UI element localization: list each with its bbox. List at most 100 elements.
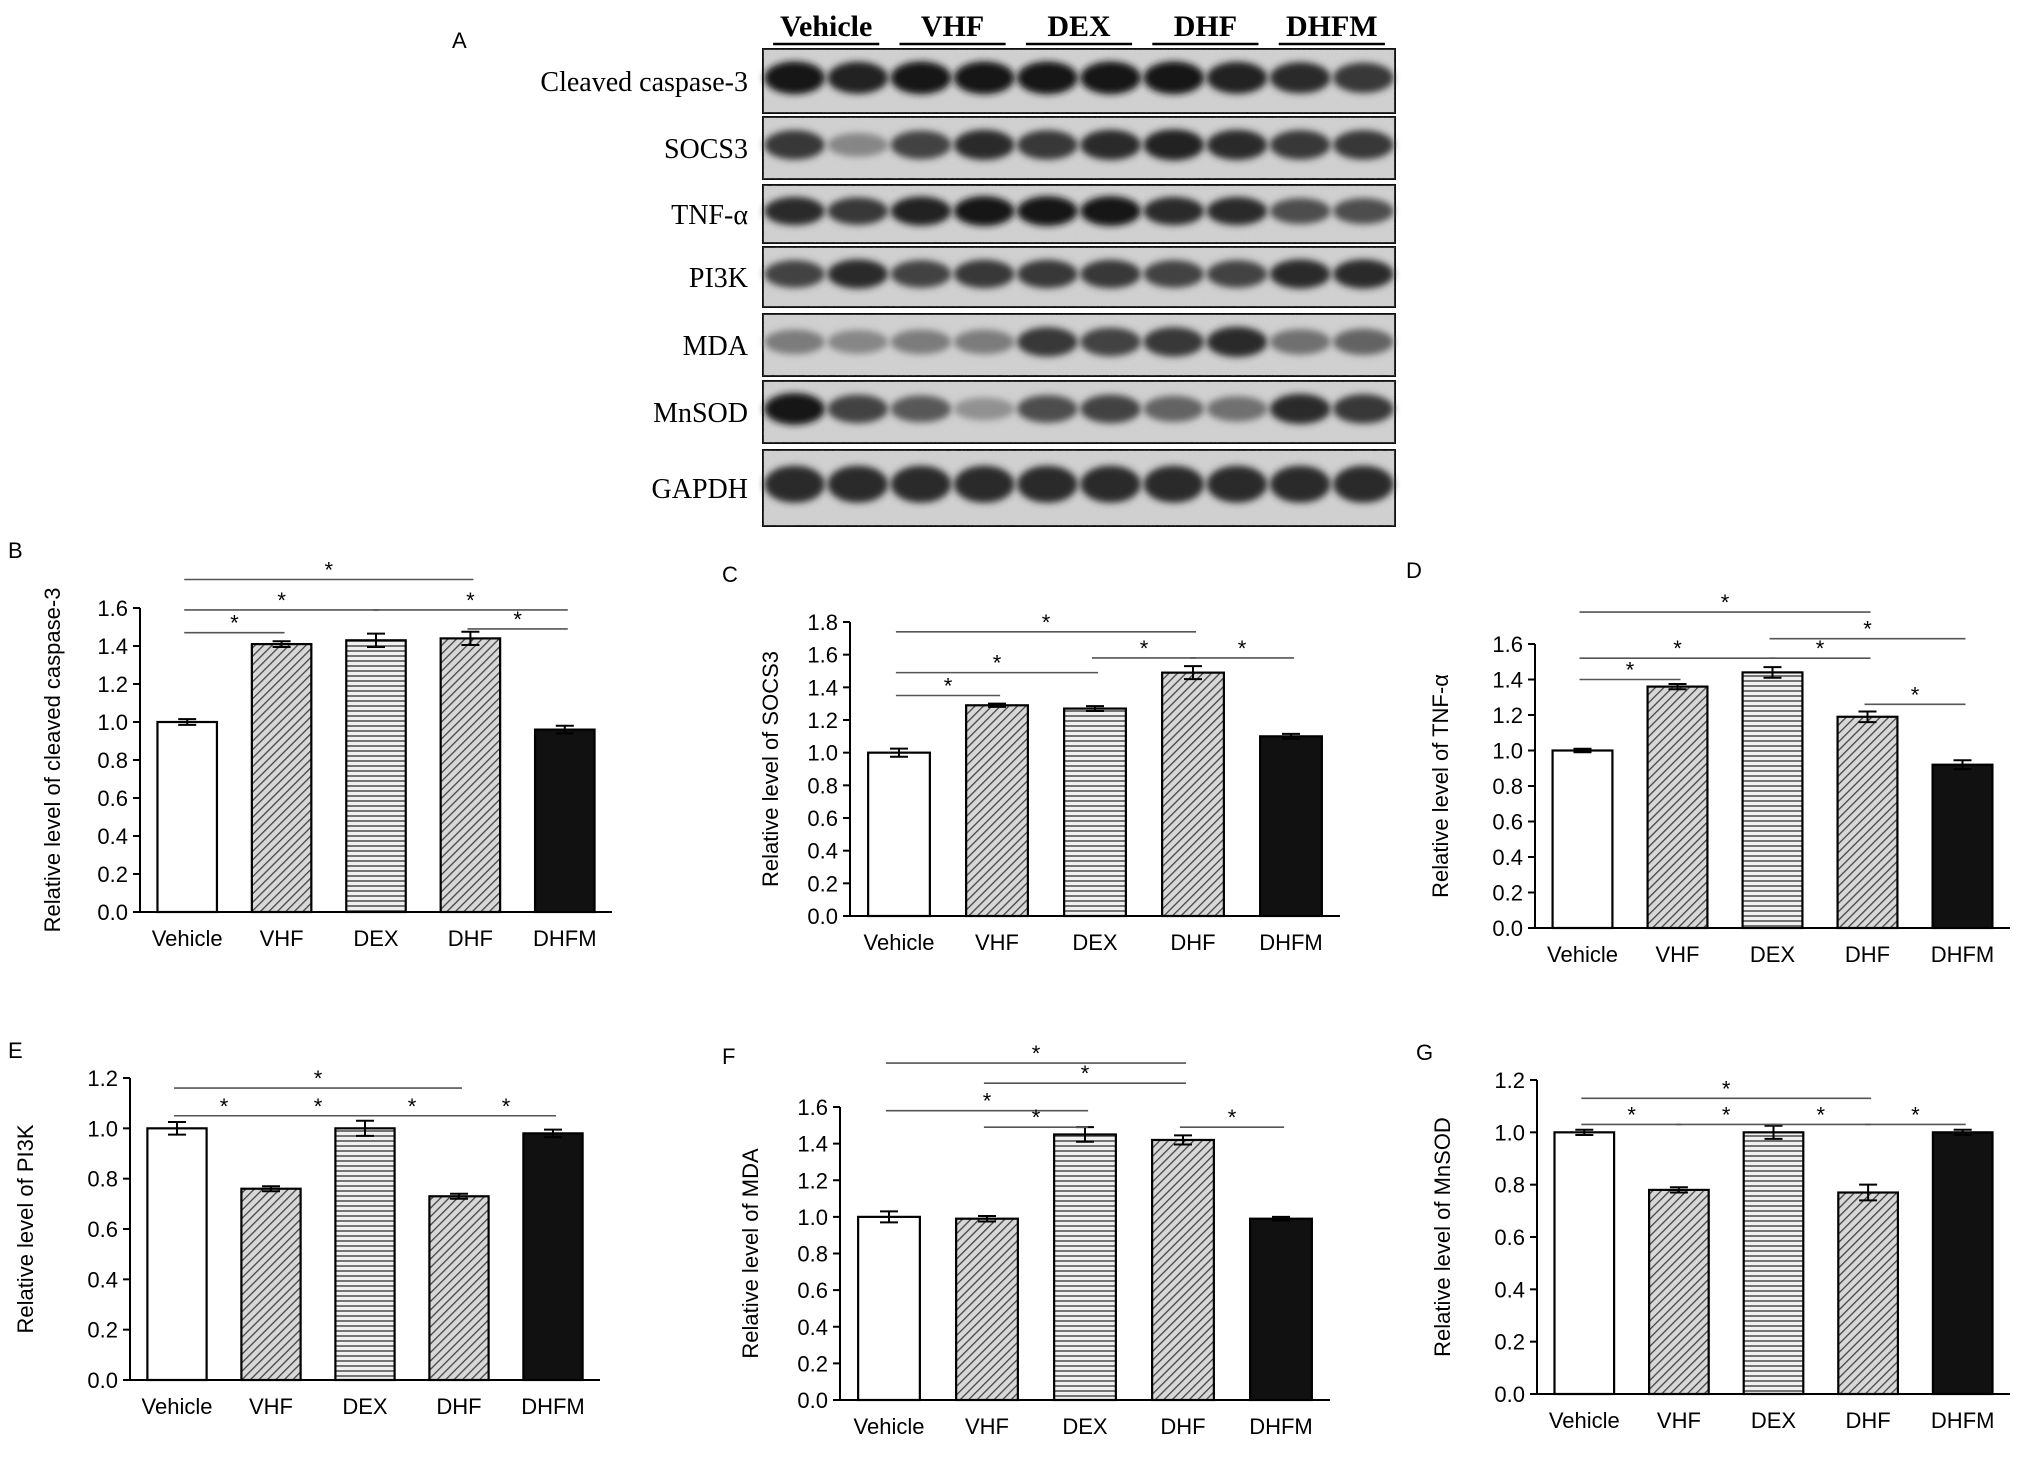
x-tick-label: DHF bbox=[1170, 930, 1215, 955]
significance-star: * bbox=[230, 611, 239, 636]
significance-star: * bbox=[1863, 617, 1872, 642]
blot-band bbox=[1017, 327, 1078, 357]
significance-star: * bbox=[1817, 1102, 1826, 1127]
blot-band bbox=[764, 329, 825, 355]
blot-band bbox=[890, 196, 952, 226]
significance-star: * bbox=[1032, 1041, 1041, 1066]
blot-row-label: PI3K bbox=[689, 263, 748, 294]
bar-vehicle bbox=[1553, 1131, 1616, 1396]
blot-row-label: TNF-α bbox=[671, 200, 748, 231]
bar-dhfm bbox=[522, 1132, 584, 1382]
significance-star: * bbox=[314, 1094, 323, 1119]
blot-band bbox=[1206, 196, 1268, 226]
x-tick-label: DEX bbox=[353, 926, 399, 951]
y-tick-label: 0.0 bbox=[807, 904, 838, 929]
panel-letter-c: C bbox=[722, 562, 738, 587]
significance-star: * bbox=[513, 607, 522, 632]
bar-vhf bbox=[240, 1187, 302, 1382]
blot-band bbox=[890, 260, 952, 288]
y-tick-label: 1.2 bbox=[807, 708, 838, 733]
blot-band bbox=[953, 61, 1015, 95]
blot-band bbox=[953, 129, 1015, 161]
y-axis-label: Relative level of TNF-α bbox=[1428, 674, 1453, 898]
blot-band bbox=[1333, 328, 1394, 355]
blot-band bbox=[1080, 465, 1141, 503]
y-tick-label: 0.4 bbox=[807, 839, 838, 864]
y-tick-label: 1.0 bbox=[1492, 739, 1523, 764]
y-tick-label: 0.6 bbox=[87, 1217, 118, 1242]
blot-group-label-dhfm: DHFM bbox=[1286, 10, 1378, 43]
panel-letter-f: F bbox=[722, 1044, 735, 1069]
blot-row-label: MnSOD bbox=[653, 398, 748, 429]
blot-band bbox=[764, 61, 825, 95]
blot-band bbox=[1017, 196, 1078, 227]
blot-band bbox=[1080, 61, 1141, 95]
significance-star: * bbox=[277, 588, 286, 613]
x-tick-label: DEX bbox=[1751, 1408, 1797, 1433]
blot-row-label: Cleaved caspase-3 bbox=[540, 67, 748, 98]
y-axis-label: Relative level of SOCS3 bbox=[758, 651, 783, 887]
blot-row-pi3k: PI3K bbox=[689, 246, 1396, 308]
blot-band bbox=[1143, 61, 1205, 95]
bar-dex bbox=[1053, 1133, 1117, 1402]
bar-dhf bbox=[439, 637, 502, 914]
y-tick-label: 0.8 bbox=[1494, 1173, 1525, 1198]
bar-dex bbox=[1742, 1131, 1805, 1396]
bar-vhf bbox=[1648, 1188, 1710, 1396]
blot-band bbox=[1333, 62, 1394, 94]
y-tick-label: 0.2 bbox=[87, 1318, 118, 1343]
significance-star: * bbox=[1081, 1061, 1090, 1086]
bar-dhf bbox=[1836, 715, 1899, 930]
blot-band bbox=[1143, 327, 1205, 357]
chart-panel-f: 0.0 0.2 0.4 0.6 0.8 1.0 1.2 1.4 1.6 Relative leve… bbox=[738, 1041, 1330, 1439]
y-tick-label: 0.4 bbox=[797, 1315, 828, 1340]
blot-band bbox=[1017, 61, 1078, 95]
blot-group-label-dhf: DHF bbox=[1174, 10, 1237, 43]
blot-band bbox=[827, 394, 889, 424]
y-tick-label: 0.8 bbox=[87, 1167, 118, 1192]
blot-band bbox=[827, 465, 889, 503]
x-tick-label: VHF bbox=[965, 1414, 1009, 1439]
blot-band bbox=[827, 197, 889, 225]
significance-star: * bbox=[1911, 682, 1920, 707]
blot-band bbox=[827, 61, 889, 94]
significance-star: * bbox=[983, 1089, 992, 1114]
y-tick-label: 1.4 bbox=[97, 634, 128, 659]
significance-star: * bbox=[1626, 658, 1635, 683]
blot-band bbox=[764, 260, 825, 288]
y-axis-label: Relative level of PI3K bbox=[13, 1124, 38, 1333]
blot-band bbox=[1333, 130, 1394, 160]
x-tick-label: DHF bbox=[436, 1394, 481, 1419]
y-axis-label: Relative level of cleaved caspase-3 bbox=[40, 588, 65, 933]
x-tick-label: DHFM bbox=[1249, 1414, 1313, 1439]
significance-star: * bbox=[1911, 1102, 1920, 1127]
blot-band bbox=[827, 259, 889, 289]
y-axis-label: Relative level of MnSOD bbox=[1430, 1117, 1455, 1357]
bar-dex bbox=[334, 1127, 396, 1382]
significance-star: * bbox=[502, 1094, 511, 1119]
blot-band bbox=[1206, 326, 1268, 358]
y-tick-label: 0.2 bbox=[807, 871, 838, 896]
blot-band bbox=[1333, 198, 1394, 225]
y-tick-label: 1.2 bbox=[797, 1168, 828, 1193]
blot-row-label: GAPDH bbox=[652, 474, 748, 505]
blot-band bbox=[764, 465, 825, 503]
blot-band bbox=[890, 130, 952, 160]
significance-star: * bbox=[466, 588, 475, 613]
blot-band bbox=[1333, 259, 1394, 289]
y-tick-label: 1.6 bbox=[1492, 632, 1523, 657]
x-tick-label: DHFM bbox=[533, 926, 597, 951]
chart-panel-g: 0.0 0.2 0.4 0.6 0.8 1.0 1.2 Relative level of M… bbox=[1430, 1068, 2010, 1433]
blot-band bbox=[1080, 129, 1141, 161]
bar-vhf bbox=[965, 704, 1029, 918]
bar-vehicle bbox=[156, 720, 219, 914]
significance-star: * bbox=[220, 1094, 229, 1119]
blot-band bbox=[1206, 61, 1268, 94]
bar-charts: B C D E F G 0.0 0.2 0.4 0.6 0.8 1.0 1.2 1.4 1.6 R… bbox=[8, 538, 2010, 1439]
blot-band bbox=[1333, 394, 1394, 424]
x-tick-label: DEX bbox=[1072, 930, 1118, 955]
blot-band bbox=[890, 329, 952, 355]
x-tick-label: Vehicle bbox=[1549, 1408, 1620, 1433]
bar-vehicle bbox=[146, 1127, 208, 1382]
